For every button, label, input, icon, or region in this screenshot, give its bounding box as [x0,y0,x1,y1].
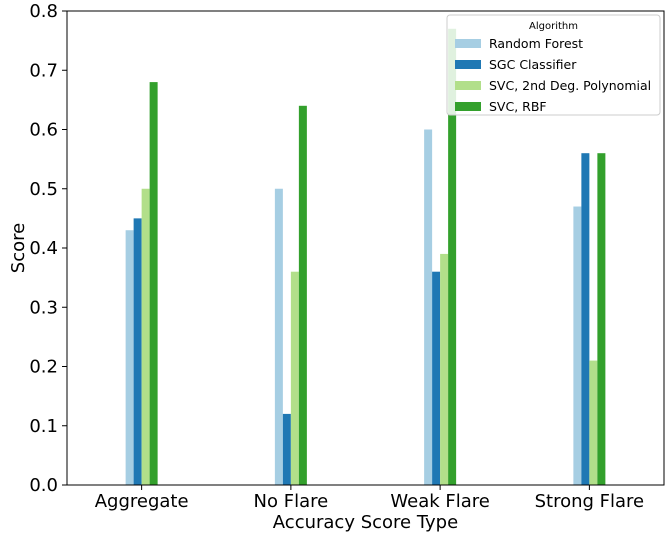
legend-label: SVC, 2nd Deg. Polynomial [489,78,651,93]
y-tick-label: 0.0 [29,475,58,496]
bar-aggregate-random-forest [125,230,134,485]
legend-title: Algorithm [529,21,578,32]
bar-no-flare-random-forest [274,188,283,485]
bar-no-flare-svc-2nd-deg-polynomial [290,271,299,485]
legend-swatch [455,81,481,90]
bar-aggregate-sgc-classifier [133,218,142,485]
y-tick-label: 0.1 [29,416,58,437]
legend-swatch [455,60,481,69]
bar-strong-flare-sgc-classifier [581,153,590,485]
x-axis-label: Accuracy Score Type [273,512,458,533]
y-tick-label: 0.3 [29,297,58,318]
legend-swatch [455,102,481,111]
bar-no-flare-sgc-classifier [282,413,291,485]
x-tick-label: No Flare [254,491,329,512]
legend-box [446,14,661,116]
bar-weak-flare-sgc-classifier [432,271,441,485]
bars-layer [125,28,606,486]
bar-no-flare-svc-rbf [298,105,307,486]
legend-label: SGC Classifier [489,57,577,72]
x-tick-label: Strong Flare [535,491,645,512]
bar-aggregate-svc-2nd-deg-polynomial [141,188,150,485]
y-tick-label: 0.2 [29,357,58,378]
x-tick-label: Aggregate [95,491,189,512]
y-tick-label: 0.7 [29,60,58,81]
legend-items: Random Forest SGC Classifier SVC, 2nd Deg.… [455,36,651,114]
bar-strong-flare-svc-2nd-deg-polynomial [589,360,598,485]
legend-label: SVC, RBF [489,99,547,114]
bar-weak-flare-svc-rbf [448,28,457,486]
bar-strong-flare-random-forest [573,206,582,485]
x-tick-label: Weak Flare [390,491,489,512]
y-axis: 0.0 0.1 0.2 0.3 0.4 0.5 0.6 0.7 0.8 [29,1,67,496]
bar-aggregate-svc-rbf [149,82,158,485]
legend: Algorithm Random Forest SGC Classifier SVC… [446,14,661,116]
y-axis-label: Score [8,223,29,273]
bar-weak-flare-random-forest [424,129,433,485]
x-axis: Aggregate No Flare Weak Flare Strong Flare [95,485,644,512]
legend-swatch [455,39,481,48]
y-tick-label: 0.4 [29,238,58,259]
y-tick-label: 0.6 [29,120,58,141]
bar-weak-flare-svc-2nd-deg-polynomial [440,253,449,485]
bar-strong-flare-svc-rbf [597,153,606,485]
y-tick-label: 0.8 [29,1,58,22]
legend-label: Random Forest [489,36,583,51]
y-tick-label: 0.5 [29,179,58,200]
